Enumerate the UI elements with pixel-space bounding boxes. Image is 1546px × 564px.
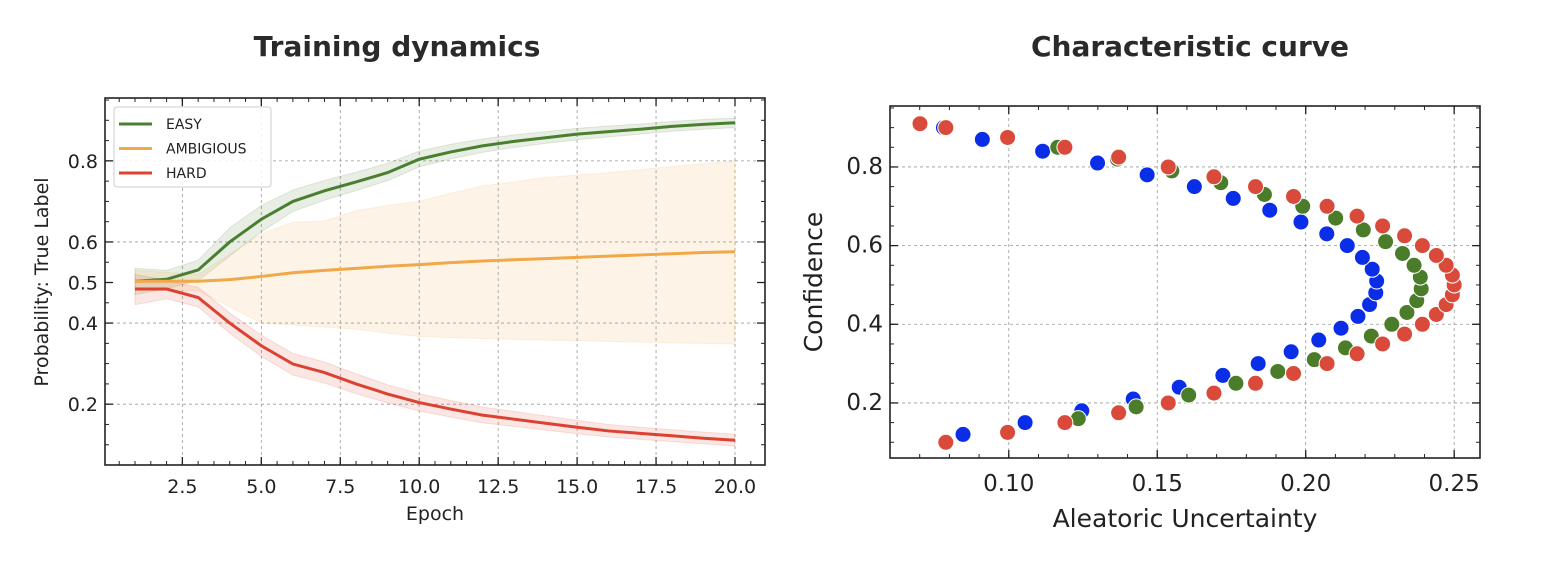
scatter-point-red [1374,335,1392,353]
left-y-axis-label: Probability: True Label [31,177,53,386]
scatter-point-red [1159,158,1177,176]
scatter-point-red [937,119,955,137]
scatter-point-blue [1318,225,1336,243]
scatter-point-red [1396,325,1414,343]
scatter-point-blue [1034,142,1052,160]
scatter-point-red [1318,197,1336,215]
y-tick-label: 0.4 [846,311,883,337]
line-hard [135,287,736,442]
legend: EASY AMBIGIOUS HARD [113,106,272,188]
scatter-point-green [1127,398,1145,416]
scatter-point-red [1056,414,1074,432]
x-tick-label: 0.10 [983,471,1034,497]
legend-label: AMBIGIOUS [166,142,247,158]
scatter-point-blue [1332,319,1350,337]
scatter-point-blue [1224,189,1242,207]
scatter-point-red [1159,394,1177,412]
scatter-point-red [1285,187,1303,205]
plot-frame [889,105,1481,459]
x-tick-label: 12.5 [477,476,519,498]
scatter-point-blue [1214,366,1232,384]
scatter-point-red [1318,355,1336,373]
scatter-point-red [1056,138,1074,156]
scatter-point-red [1247,374,1265,392]
band-hard [134,273,736,447]
scatter-point-red [1110,148,1128,166]
y-tick-label: 0.8 [68,151,98,173]
scatter-point-blue [1016,414,1034,432]
scatter-point-green [1383,315,1401,333]
scatter-point-green [1227,374,1245,392]
legend-box [113,106,272,188]
scatter-point-green [1394,244,1412,262]
scatter-point-red [1348,207,1366,225]
right-y-axis-label: Confidence [799,212,828,353]
scatter-point-blue [1292,213,1310,231]
left-chart-title: Training dynamics [254,30,541,63]
scatter-point-blue [1363,260,1381,278]
x-tick-label: 0.15 [1132,471,1183,497]
x-tick-label: 5.0 [246,476,276,498]
scatter-point-red [1285,364,1303,382]
scatter-point-red [999,128,1017,146]
scatter-point-blue [1261,201,1279,219]
scatter-point-red [1110,404,1128,422]
scatter-point-blue [1338,237,1356,255]
scatter-point-blue [1310,331,1328,349]
y-tick-label: 0.2 [846,390,883,416]
y-tick-label: 0.2 [68,394,98,416]
x-tick-label: 20.0 [714,476,756,498]
scatter-point-red [911,115,929,133]
scatter-point-red [1427,246,1445,264]
scatter-point-red [1374,217,1392,235]
scatter-point-red [1413,237,1431,255]
y-tick-label: 0.6 [846,233,883,259]
scatter-point-green [1180,386,1198,404]
scatter-point-green [1405,256,1423,274]
scatter-point-green [1377,233,1395,251]
scatter-point-blue [1185,178,1203,196]
line-easy [134,121,736,283]
y-tick-label: 0.4 [68,313,98,335]
scatter-point-red [999,423,1017,441]
x-tick-label: 10.0 [398,476,440,498]
scatter-point-blue [1353,248,1371,266]
right-chart-title: Characteristic curve [1031,30,1349,63]
x-tick-label: 0.25 [1429,471,1480,497]
scatter-point-blue [973,130,991,148]
scatter-point-red [1396,227,1414,245]
y-tick-label: 0.5 [68,273,98,295]
scatter-point-blue [1249,355,1267,373]
x-tick-label: 0.20 [1280,471,1331,497]
band-easy [134,117,736,296]
y-tick-label: 0.8 [846,154,883,180]
scatter-point-red [937,433,955,451]
scatter-point-red [1348,345,1366,363]
scatter-point-blue [1089,154,1107,172]
scatter-point-red [1413,315,1431,333]
scatter-point-green [1398,303,1416,321]
x-tick-label: 15.0 [556,476,598,498]
scatter-point-blue [1349,307,1367,325]
right-x-axis-label: Aleatoric Uncertainty [1053,504,1318,533]
y-tick-label: 0.6 [68,232,98,254]
scatter-point-green [1327,209,1345,227]
scatter-point-blue [1282,343,1300,361]
x-tick-label: 2.5 [167,476,197,498]
scatter-point-blue [954,425,972,443]
legend-label: EASY [166,117,202,133]
left-x-axis-label: Epoch [406,503,464,525]
scatter-point-red [1205,168,1223,186]
scatter-point-red [1247,178,1265,196]
x-tick-label: 17.5 [635,476,677,498]
legend-label: HARD [166,166,207,182]
scatter-point-blue [1138,166,1156,184]
band-ambigious [134,160,736,345]
scatter-point-green [1269,362,1287,380]
scatter-point-red [1205,384,1223,402]
line-ambigious [135,250,736,283]
x-tick-label: 7.5 [325,476,355,498]
